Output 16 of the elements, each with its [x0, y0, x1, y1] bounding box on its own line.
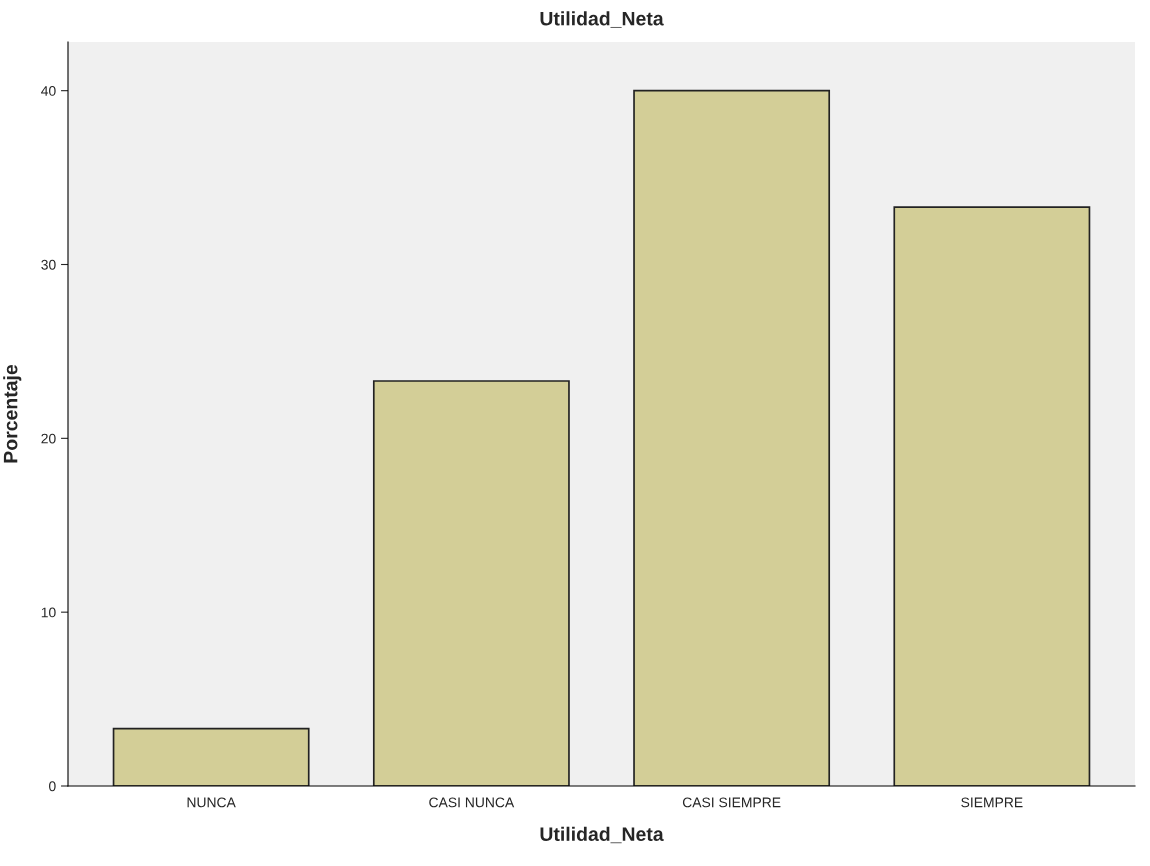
x-tick-label: SIEMPRE [961, 797, 1023, 808]
y-tick-label: 10 [41, 607, 56, 618]
x-tick-label: NUNCA [187, 797, 236, 808]
x-tick-label: CASI NUNCA [429, 797, 515, 808]
x-tick-label: CASI SIEMPRE [682, 797, 781, 808]
y-tick-label: 0 [49, 781, 56, 792]
bar [633, 89, 831, 786]
bar [112, 727, 310, 786]
bar [893, 206, 1091, 786]
y-tick-label: 20 [41, 433, 56, 444]
y-tick-label: 30 [41, 259, 56, 270]
y-tick-label: 40 [41, 86, 56, 96]
bar [372, 380, 570, 786]
y-axis-title: Porcentaje [3, 364, 22, 463]
x-axis-title: Utilidad_Neta [540, 826, 664, 844]
chart-title: Utilidad_Neta [540, 11, 664, 28]
